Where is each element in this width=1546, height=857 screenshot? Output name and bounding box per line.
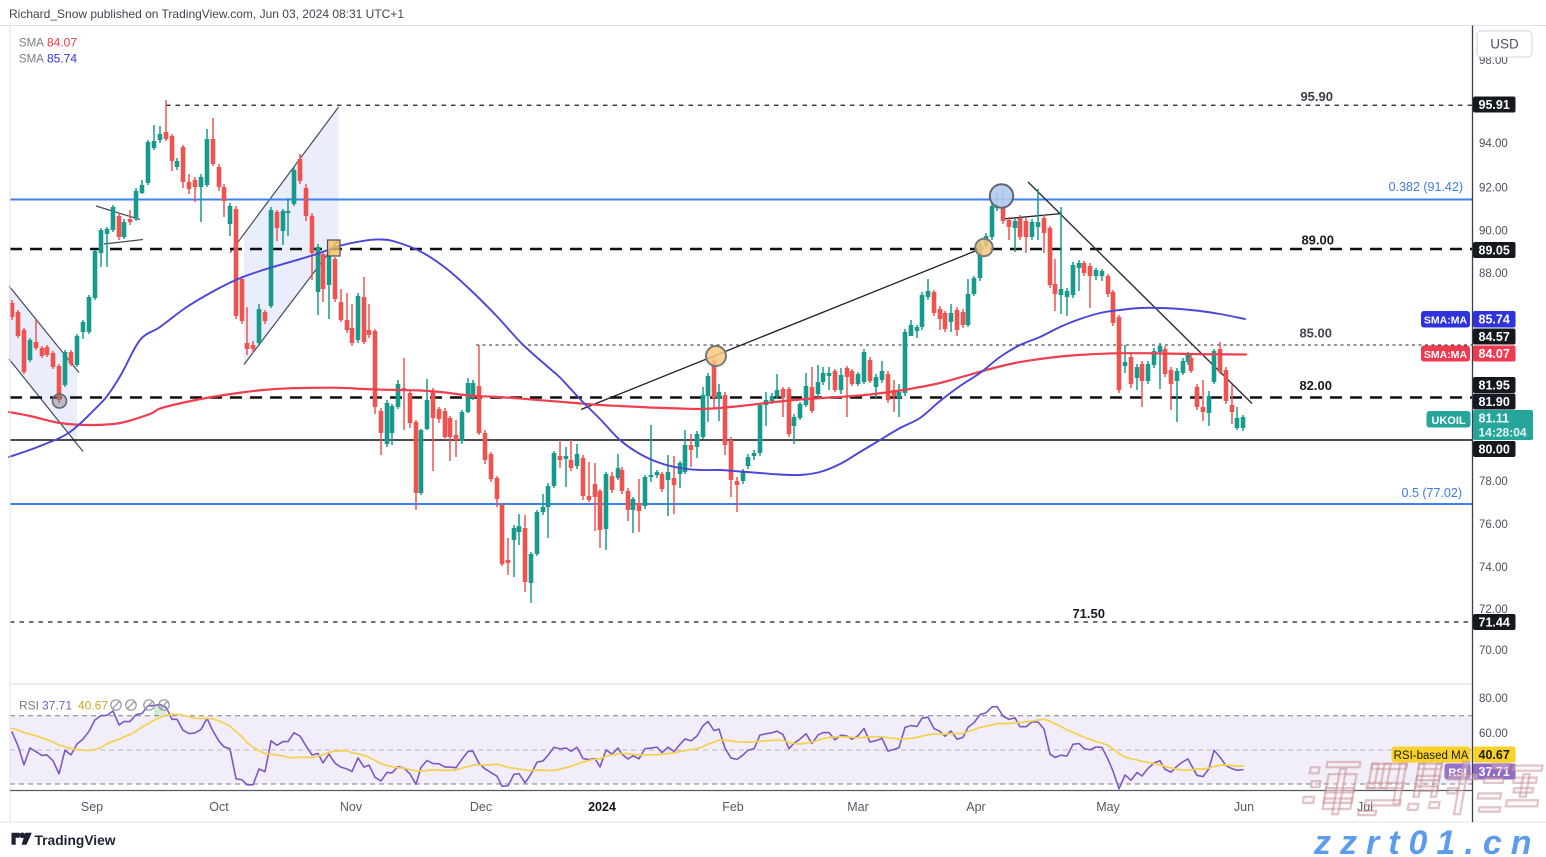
svg-text:74.00: 74.00 bbox=[1479, 562, 1508, 574]
svg-text:71.50: 71.50 bbox=[1072, 606, 1105, 621]
svg-text:84.57: 84.57 bbox=[1479, 330, 1510, 344]
svg-text:Mar: Mar bbox=[847, 800, 869, 814]
svg-text:SMA: SMA bbox=[19, 38, 44, 50]
svg-text:40.67: 40.67 bbox=[78, 699, 108, 713]
svg-text:81.11: 81.11 bbox=[1479, 412, 1510, 426]
svg-text:0.382 (91.42): 0.382 (91.42) bbox=[1389, 180, 1463, 194]
svg-text:85.74: 85.74 bbox=[1479, 313, 1510, 327]
svg-text:94.00: 94.00 bbox=[1479, 138, 1508, 150]
svg-text:RSI: RSI bbox=[19, 699, 39, 713]
svg-text:89.05: 89.05 bbox=[1479, 243, 1510, 257]
svg-text:78.00: 78.00 bbox=[1479, 476, 1508, 488]
svg-text:85.74: 85.74 bbox=[47, 52, 77, 66]
svg-text:14:28:04: 14:28:04 bbox=[1479, 426, 1527, 440]
svg-text:92.00: 92.00 bbox=[1479, 183, 1508, 195]
svg-text:88.00: 88.00 bbox=[1479, 268, 1508, 280]
svg-text:Sep: Sep bbox=[81, 800, 103, 814]
svg-text:84.07: 84.07 bbox=[47, 36, 77, 50]
svg-text:37.71: 37.71 bbox=[1479, 765, 1510, 779]
svg-text:82.00: 82.00 bbox=[1299, 378, 1332, 393]
svg-text:Jul: Jul bbox=[1357, 800, 1373, 814]
svg-text:37.71: 37.71 bbox=[42, 699, 72, 713]
svg-text:40.67: 40.67 bbox=[1479, 748, 1510, 762]
svg-text:90.00: 90.00 bbox=[1479, 226, 1508, 238]
svg-text:72.00: 72.00 bbox=[1479, 604, 1508, 616]
svg-text:Feb: Feb bbox=[722, 800, 744, 814]
svg-text:76.00: 76.00 bbox=[1479, 519, 1508, 531]
svg-text:Dec: Dec bbox=[470, 800, 492, 814]
svg-text:UKOIL: UKOIL bbox=[1431, 415, 1466, 427]
svg-text:0.5 (77.02): 0.5 (77.02) bbox=[1402, 486, 1462, 500]
svg-text:SMA:MA: SMA:MA bbox=[1424, 349, 1468, 361]
svg-text:70.00: 70.00 bbox=[1479, 645, 1508, 657]
svg-text:98.00: 98.00 bbox=[1479, 55, 1508, 67]
svg-text:81.95: 81.95 bbox=[1479, 378, 1510, 392]
svg-text:SMA: SMA bbox=[19, 54, 44, 66]
svg-text:81.90: 81.90 bbox=[1479, 395, 1510, 409]
svg-text:zzrt01.cn: zzrt01.cn bbox=[1313, 824, 1541, 857]
svg-text:89.00: 89.00 bbox=[1301, 233, 1334, 248]
svg-text:Nov: Nov bbox=[340, 800, 363, 814]
svg-text:Richard_Snow published on Trad: Richard_Snow published on TradingView.co… bbox=[9, 7, 404, 21]
svg-text:95.91: 95.91 bbox=[1479, 98, 1510, 112]
svg-text:SMA:MA: SMA:MA bbox=[1424, 315, 1468, 327]
svg-text:May: May bbox=[1096, 800, 1120, 814]
svg-text:71.44: 71.44 bbox=[1479, 615, 1510, 629]
svg-text:60.00: 60.00 bbox=[1479, 728, 1508, 740]
svg-text:80.00: 80.00 bbox=[1479, 442, 1510, 456]
svg-text:84.07: 84.07 bbox=[1479, 347, 1510, 361]
svg-text:2024: 2024 bbox=[588, 800, 616, 814]
svg-text:95.90: 95.90 bbox=[1300, 89, 1333, 104]
svg-text:Jun: Jun bbox=[1234, 800, 1254, 814]
svg-text:85.00: 85.00 bbox=[1299, 326, 1332, 341]
svg-text:80.00: 80.00 bbox=[1479, 693, 1508, 705]
svg-text:USD: USD bbox=[1490, 37, 1519, 52]
svg-text:RSI: RSI bbox=[1448, 767, 1466, 779]
svg-text:RSI-based MA: RSI-based MA bbox=[1394, 750, 1469, 762]
svg-text:TradingView: TradingView bbox=[35, 833, 116, 848]
svg-text:Oct: Oct bbox=[209, 800, 229, 814]
svg-text:Apr: Apr bbox=[966, 800, 985, 814]
